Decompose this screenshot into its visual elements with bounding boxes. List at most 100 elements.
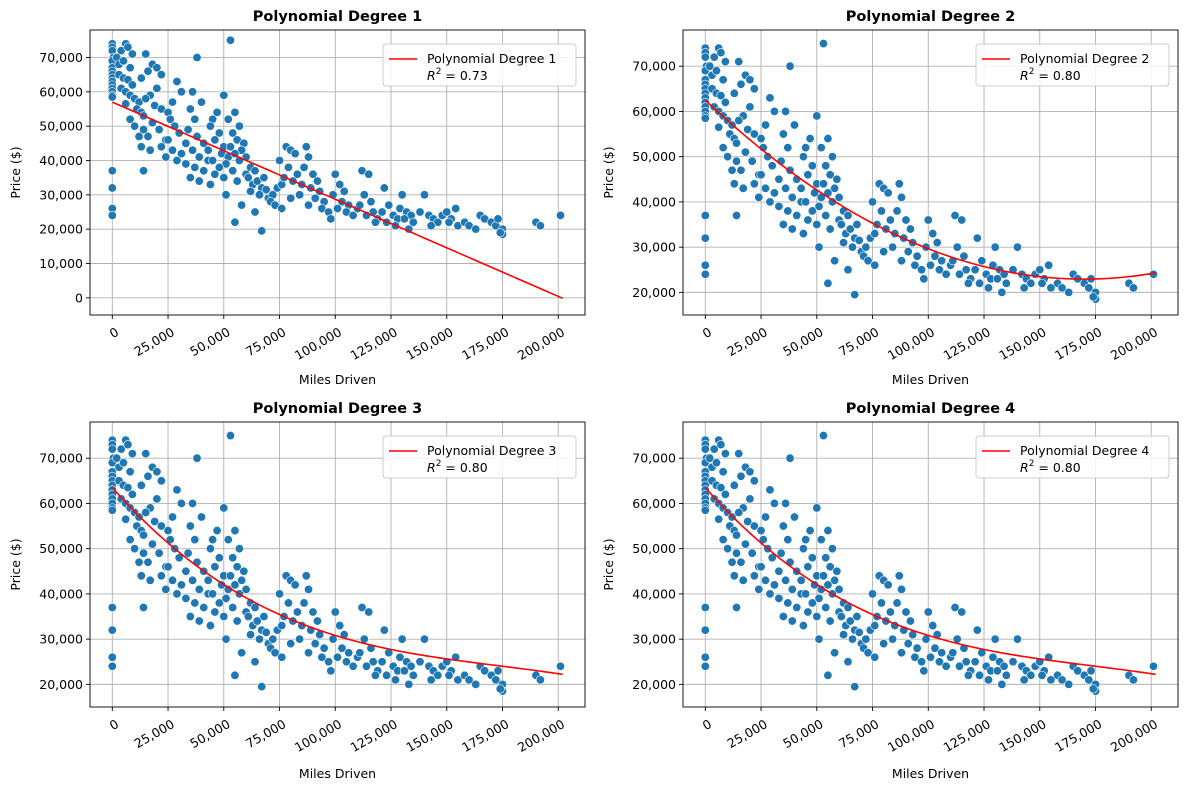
data-point: [729, 571, 739, 581]
legend-r2-exp: 2: [1029, 459, 1035, 469]
data-point: [176, 149, 186, 159]
subplot-4: Polynomial Degree 4 Miles Driven Price (…: [601, 401, 1179, 781]
data-point: [139, 166, 149, 176]
data-point: [136, 480, 146, 490]
data-point: [1035, 265, 1045, 275]
x-ticks: 0 25,000 50,000 75,000 100,000 125,000 150,000…: [107, 707, 567, 755]
data-point: [825, 224, 835, 234]
data-point: [219, 612, 229, 622]
data-point: [1088, 292, 1098, 302]
data-point: [932, 238, 942, 248]
x-tick-label: 25,000: [725, 716, 770, 751]
data-point: [745, 102, 755, 112]
data-point: [205, 621, 215, 631]
data-point: [843, 210, 853, 220]
data-point: [301, 571, 311, 581]
data-point: [830, 256, 840, 266]
data-point: [760, 183, 770, 193]
data-point: [194, 616, 204, 626]
y-tick-label: 60,000: [39, 84, 83, 99]
data-point: [444, 670, 454, 680]
data-point: [1128, 283, 1138, 293]
y-ticks: 20,000 30,000 40,000 50,000 60,000 70,000: [632, 59, 683, 300]
data-point: [977, 256, 987, 266]
data-point: [941, 661, 951, 671]
y-tick-label: 60,000: [632, 104, 676, 119]
legend-r2: R2 = 0.80: [427, 459, 488, 475]
data-point: [847, 634, 857, 644]
data-point: [243, 173, 253, 183]
data-point: [834, 584, 844, 594]
data-point: [154, 125, 164, 135]
data-point: [727, 557, 737, 567]
data-point: [223, 535, 233, 545]
data-point: [885, 607, 895, 617]
data-point: [714, 514, 724, 524]
data-point: [709, 52, 719, 62]
legend-r2: R2 = 0.80: [1020, 459, 1081, 475]
y-tick-label: 30,000: [39, 632, 83, 647]
x-tick-label: 125,000: [941, 324, 993, 363]
data-point: [923, 607, 933, 617]
data-point: [997, 287, 1007, 297]
data-point: [107, 210, 117, 220]
x-ticks: 0 25,000 50,000 75,000 100,000 125,000 150,000…: [700, 707, 1160, 755]
data-point: [1057, 283, 1067, 293]
data-point: [292, 607, 302, 617]
data-point: [270, 648, 280, 658]
data-point: [732, 602, 742, 612]
x-tick-label: 100,000: [292, 716, 344, 755]
data-point: [818, 571, 828, 581]
data-point: [243, 612, 253, 622]
data-point: [787, 224, 797, 234]
x-tick-label: 0: [700, 716, 714, 733]
data-point: [845, 224, 855, 234]
data-point: [825, 616, 835, 626]
data-point: [1148, 661, 1158, 671]
x-tick-label: 0: [700, 324, 714, 341]
data-point: [903, 247, 913, 257]
data-point: [332, 652, 342, 662]
data-point: [801, 143, 811, 153]
legend-r2-exp: 2: [1029, 67, 1035, 77]
data-point: [937, 256, 947, 266]
data-point: [821, 161, 831, 171]
data-point: [192, 52, 202, 62]
data-point: [127, 449, 137, 459]
data-point: [852, 220, 862, 230]
data-point: [230, 670, 240, 680]
data-point: [961, 657, 971, 667]
data-point: [1037, 670, 1047, 680]
data-point: [143, 66, 153, 76]
data-point: [219, 173, 229, 183]
data-point: [136, 571, 146, 581]
data-point: [214, 598, 224, 608]
data-point: [404, 679, 414, 689]
data-point: [368, 657, 378, 667]
data-point: [705, 61, 715, 71]
x-tick-label: 175,000: [459, 324, 511, 363]
data-point: [756, 170, 766, 180]
data-point: [912, 251, 922, 261]
data-point: [150, 517, 160, 527]
data-point: [732, 156, 742, 166]
data-point: [903, 639, 913, 649]
data-point: [734, 449, 744, 459]
data-point: [480, 666, 490, 676]
data-point: [232, 176, 242, 186]
data-point: [188, 575, 198, 585]
data-point: [181, 159, 191, 169]
data-point: [1064, 287, 1074, 297]
data-point: [919, 274, 929, 284]
data-point: [928, 621, 938, 631]
scatter-points: [700, 431, 1158, 696]
data-point: [286, 639, 296, 649]
x-tick-label: 0: [107, 324, 121, 341]
data-point: [769, 106, 779, 116]
data-point: [357, 602, 367, 612]
data-point: [787, 584, 797, 594]
data-point: [172, 155, 182, 165]
data-point: [123, 42, 133, 52]
data-point: [736, 165, 746, 175]
